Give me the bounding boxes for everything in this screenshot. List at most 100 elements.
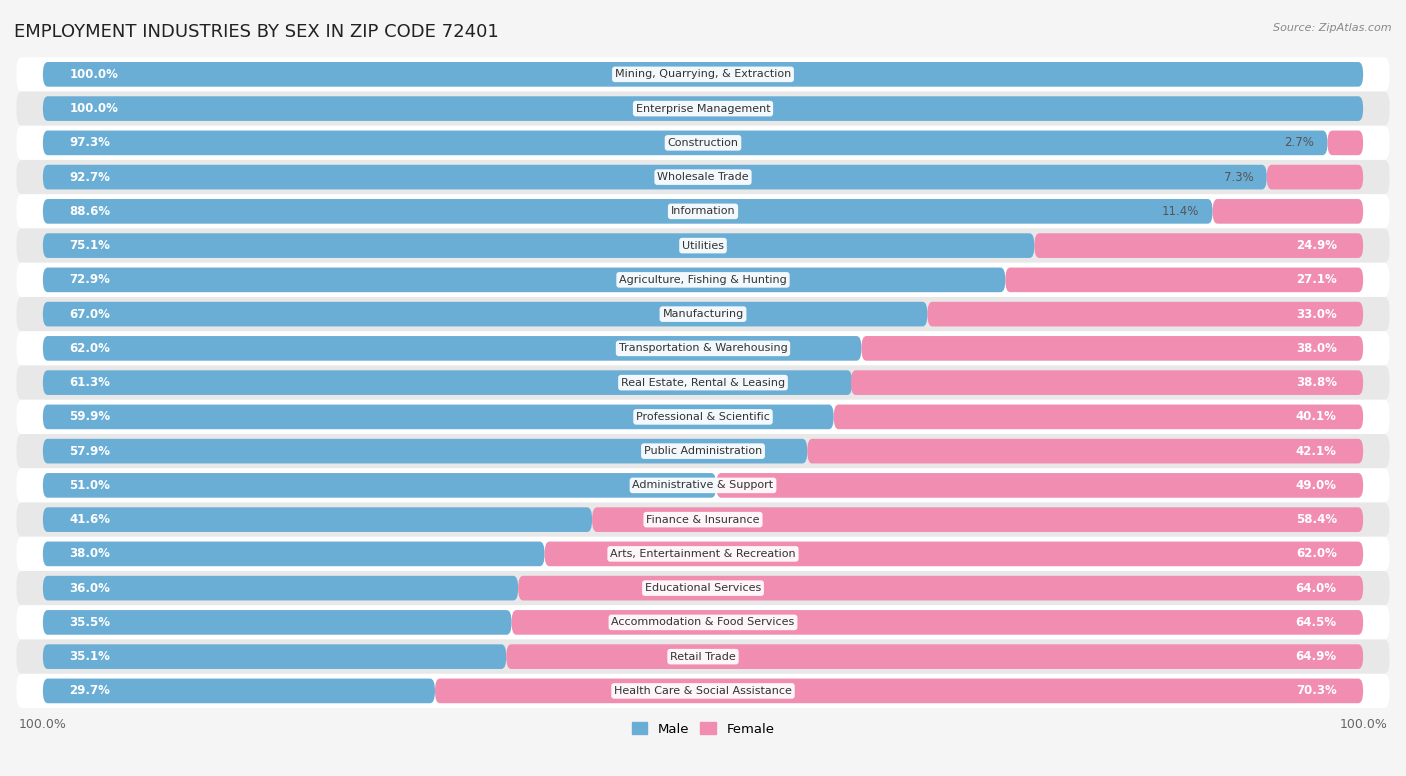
Text: 97.3%: 97.3% (69, 137, 110, 149)
Text: 61.3%: 61.3% (69, 376, 110, 389)
FancyBboxPatch shape (42, 404, 834, 429)
FancyBboxPatch shape (519, 576, 1364, 601)
Text: Utilities: Utilities (682, 241, 724, 251)
FancyBboxPatch shape (42, 644, 506, 669)
Text: Manufacturing: Manufacturing (662, 309, 744, 319)
FancyBboxPatch shape (42, 473, 716, 497)
Text: 7.3%: 7.3% (1223, 171, 1254, 184)
Text: 24.9%: 24.9% (1296, 239, 1337, 252)
FancyBboxPatch shape (17, 468, 1389, 503)
FancyBboxPatch shape (17, 92, 1389, 126)
FancyBboxPatch shape (17, 503, 1389, 537)
Text: EMPLOYMENT INDUSTRIES BY SEX IN ZIP CODE 72401: EMPLOYMENT INDUSTRIES BY SEX IN ZIP CODE… (14, 23, 499, 41)
FancyBboxPatch shape (506, 644, 1364, 669)
Text: Source: ZipAtlas.com: Source: ZipAtlas.com (1274, 23, 1392, 33)
FancyBboxPatch shape (17, 297, 1389, 331)
FancyBboxPatch shape (42, 96, 1364, 121)
Text: 59.9%: 59.9% (69, 411, 111, 424)
Text: Arts, Entertainment & Recreation: Arts, Entertainment & Recreation (610, 549, 796, 559)
Text: Mining, Quarrying, & Extraction: Mining, Quarrying, & Extraction (614, 69, 792, 79)
Text: 49.0%: 49.0% (1296, 479, 1337, 492)
Text: 40.1%: 40.1% (1296, 411, 1337, 424)
FancyBboxPatch shape (42, 302, 928, 327)
Text: 33.0%: 33.0% (1296, 307, 1337, 320)
FancyBboxPatch shape (1267, 165, 1364, 189)
Text: 2.7%: 2.7% (1285, 137, 1315, 149)
Text: Finance & Insurance: Finance & Insurance (647, 514, 759, 525)
FancyBboxPatch shape (851, 370, 1364, 395)
FancyBboxPatch shape (42, 62, 1364, 87)
Text: 27.1%: 27.1% (1296, 273, 1337, 286)
FancyBboxPatch shape (17, 126, 1389, 160)
Text: 38.0%: 38.0% (69, 547, 110, 560)
Text: Transportation & Warehousing: Transportation & Warehousing (619, 343, 787, 353)
Text: Retail Trade: Retail Trade (671, 652, 735, 662)
Text: 58.4%: 58.4% (1295, 513, 1337, 526)
FancyBboxPatch shape (807, 438, 1364, 463)
FancyBboxPatch shape (17, 674, 1389, 708)
Text: 67.0%: 67.0% (69, 307, 110, 320)
FancyBboxPatch shape (42, 165, 1267, 189)
Text: Enterprise Management: Enterprise Management (636, 104, 770, 113)
Text: 11.4%: 11.4% (1161, 205, 1199, 218)
FancyBboxPatch shape (862, 336, 1364, 361)
Text: Accommodation & Food Services: Accommodation & Food Services (612, 618, 794, 628)
Text: 62.0%: 62.0% (1296, 547, 1337, 560)
Text: 51.0%: 51.0% (69, 479, 110, 492)
Text: Public Administration: Public Administration (644, 446, 762, 456)
FancyBboxPatch shape (1035, 234, 1364, 258)
FancyBboxPatch shape (17, 57, 1389, 92)
FancyBboxPatch shape (42, 576, 519, 601)
FancyBboxPatch shape (17, 194, 1389, 228)
Text: 100.0%: 100.0% (69, 68, 118, 81)
FancyBboxPatch shape (42, 370, 852, 395)
FancyBboxPatch shape (42, 268, 1005, 293)
FancyBboxPatch shape (592, 508, 1364, 532)
Text: 35.5%: 35.5% (69, 616, 110, 629)
FancyBboxPatch shape (42, 336, 862, 361)
FancyBboxPatch shape (1212, 199, 1364, 223)
Text: 29.7%: 29.7% (69, 684, 110, 698)
Text: 38.0%: 38.0% (1296, 342, 1337, 355)
Text: 35.1%: 35.1% (69, 650, 110, 663)
FancyBboxPatch shape (17, 434, 1389, 468)
FancyBboxPatch shape (42, 678, 434, 703)
FancyBboxPatch shape (1327, 130, 1364, 155)
FancyBboxPatch shape (434, 678, 1364, 703)
FancyBboxPatch shape (834, 404, 1364, 429)
FancyBboxPatch shape (17, 605, 1389, 639)
Text: Professional & Scientific: Professional & Scientific (636, 412, 770, 422)
FancyBboxPatch shape (17, 537, 1389, 571)
Text: 41.6%: 41.6% (69, 513, 110, 526)
Text: 38.8%: 38.8% (1296, 376, 1337, 389)
Legend: Male, Female: Male, Female (626, 717, 780, 741)
FancyBboxPatch shape (42, 438, 807, 463)
FancyBboxPatch shape (17, 160, 1389, 194)
Text: 88.6%: 88.6% (69, 205, 111, 218)
FancyBboxPatch shape (42, 199, 1212, 223)
Text: 100.0%: 100.0% (69, 102, 118, 115)
FancyBboxPatch shape (42, 234, 1035, 258)
FancyBboxPatch shape (512, 610, 1364, 635)
Text: 70.3%: 70.3% (1296, 684, 1337, 698)
Text: 64.9%: 64.9% (1295, 650, 1337, 663)
FancyBboxPatch shape (17, 400, 1389, 434)
Text: 36.0%: 36.0% (69, 582, 110, 594)
FancyBboxPatch shape (42, 542, 544, 566)
Text: Agriculture, Fishing & Hunting: Agriculture, Fishing & Hunting (619, 275, 787, 285)
Text: 57.9%: 57.9% (69, 445, 110, 458)
FancyBboxPatch shape (17, 263, 1389, 297)
Text: 42.1%: 42.1% (1296, 445, 1337, 458)
Text: Information: Information (671, 206, 735, 217)
Text: 62.0%: 62.0% (69, 342, 110, 355)
FancyBboxPatch shape (928, 302, 1364, 327)
Text: Real Estate, Rental & Leasing: Real Estate, Rental & Leasing (621, 378, 785, 388)
Text: 92.7%: 92.7% (69, 171, 110, 184)
Text: Administrative & Support: Administrative & Support (633, 480, 773, 490)
FancyBboxPatch shape (1005, 268, 1364, 293)
Text: Construction: Construction (668, 138, 738, 148)
FancyBboxPatch shape (17, 331, 1389, 365)
Text: 64.0%: 64.0% (1296, 582, 1337, 594)
Text: Health Care & Social Assistance: Health Care & Social Assistance (614, 686, 792, 696)
FancyBboxPatch shape (17, 228, 1389, 263)
